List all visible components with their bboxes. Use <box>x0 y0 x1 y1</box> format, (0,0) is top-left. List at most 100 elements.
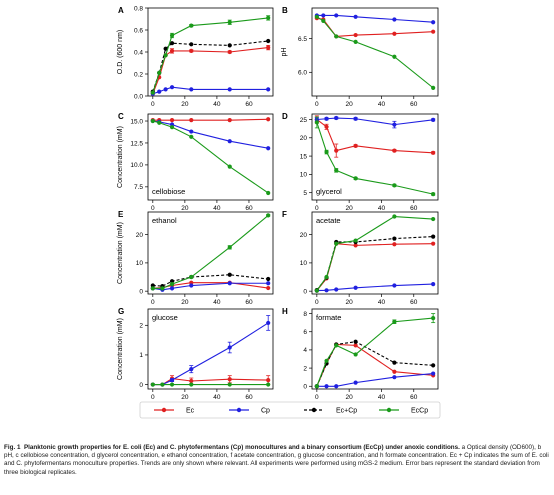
panel-letter: E <box>118 210 124 219</box>
data-point <box>169 378 175 383</box>
data-point <box>392 183 397 188</box>
plot-frame <box>311 211 439 295</box>
plot-frame <box>147 211 274 295</box>
data-point <box>314 288 319 293</box>
data-point <box>324 274 329 280</box>
data-point <box>266 285 271 291</box>
data-point <box>266 45 271 50</box>
chart-panel-c: C 0 20 40 60 7.5 10.0 12.5 15.0 Concentration (mM… <box>117 112 274 212</box>
series-cp <box>314 13 436 25</box>
legend-swatch-marker <box>236 407 242 413</box>
inner-label: cellobiose <box>152 187 185 196</box>
data-point <box>431 241 436 246</box>
series-line <box>316 341 434 387</box>
data-point <box>392 148 397 153</box>
data-point <box>334 148 339 153</box>
y-tick-label: 20 <box>300 135 308 142</box>
data-point <box>314 384 319 389</box>
x-tick-label: 0 <box>151 299 155 306</box>
data-point <box>189 129 194 134</box>
panel-letter: D <box>282 112 288 121</box>
x-tick-label: 60 <box>410 205 418 212</box>
data-point <box>431 315 436 321</box>
data-point <box>227 281 232 286</box>
y-tick-label: 15 <box>300 153 308 160</box>
y-tick-label: 12.5 <box>130 140 143 147</box>
chart-panel-b: B 0 20 40 60 6.0 6.5 pH <box>281 6 439 108</box>
y-tick-label: 2 <box>139 323 143 330</box>
x-tick-label: 40 <box>213 299 221 306</box>
legend-swatch-marker <box>161 407 167 413</box>
data-point <box>431 363 436 368</box>
y-tick-label: 10.0 <box>130 162 143 169</box>
panel-letter: A <box>118 6 124 15</box>
series-eccp <box>314 116 436 197</box>
data-point <box>169 382 175 387</box>
x-tick-label: 60 <box>410 299 418 306</box>
y-tick-label: 8 <box>303 311 307 318</box>
x-tick-label: 40 <box>378 205 386 212</box>
data-point <box>392 283 397 288</box>
data-point <box>169 48 175 54</box>
data-point <box>431 85 436 90</box>
data-point <box>169 125 175 130</box>
series-line <box>316 215 434 291</box>
series-ec <box>314 115 436 158</box>
data-point <box>266 190 271 196</box>
legend-swatch-marker <box>386 407 392 413</box>
data-point <box>227 377 232 382</box>
series-ec <box>314 16 436 39</box>
x-tick-label: 0 <box>315 205 319 212</box>
y-tick-label: 0 <box>303 384 307 391</box>
plot-frame <box>311 308 439 390</box>
series-line <box>316 14 434 23</box>
data-point <box>324 358 329 363</box>
data-point <box>189 42 194 47</box>
plot-frame <box>147 308 274 390</box>
x-tick-label: 0 <box>315 101 319 108</box>
y-tick-label: 20 <box>136 232 144 239</box>
data-point <box>157 70 162 75</box>
data-point <box>431 282 436 287</box>
data-point <box>266 382 271 387</box>
data-point <box>163 87 168 92</box>
series-line <box>316 16 434 89</box>
data-point <box>189 367 194 372</box>
x-tick-label: 0 <box>315 299 319 306</box>
data-point <box>392 214 397 219</box>
x-tick-label: 40 <box>213 205 221 212</box>
figure-caption: Fig. 1 Planktonic growth properties for … <box>4 444 550 477</box>
x-tick-label: 0 <box>151 101 155 108</box>
data-point <box>227 139 232 144</box>
data-point <box>169 282 175 287</box>
plot-frame <box>311 7 439 97</box>
data-point <box>157 120 162 125</box>
data-point <box>157 89 162 94</box>
series-eccp <box>150 213 271 291</box>
legend-label: EcCp <box>411 408 428 415</box>
data-point <box>334 343 339 348</box>
series-cp <box>150 85 271 96</box>
data-point <box>314 14 319 19</box>
series-line <box>152 17 269 93</box>
data-point <box>431 29 436 34</box>
series-eccp <box>150 15 271 95</box>
y-tick-label: 10 <box>300 260 308 267</box>
series-eccp <box>314 214 436 293</box>
y-tick-label: 1 <box>139 352 143 359</box>
x-tick-label: 40 <box>213 101 221 108</box>
data-point <box>227 118 232 123</box>
data-point <box>392 31 397 36</box>
x-tick-label: 40 <box>378 394 386 401</box>
panel-letter: C <box>118 112 124 121</box>
data-point <box>431 371 436 376</box>
y-tick-label: 0.4 <box>134 49 143 56</box>
plot-frame <box>311 113 439 201</box>
data-point <box>324 149 329 155</box>
data-point <box>334 34 339 39</box>
y-axis-label: Concentration (mM) <box>117 126 124 188</box>
data-point <box>353 238 358 243</box>
data-point <box>150 286 155 291</box>
panel-letter: G <box>118 307 124 316</box>
